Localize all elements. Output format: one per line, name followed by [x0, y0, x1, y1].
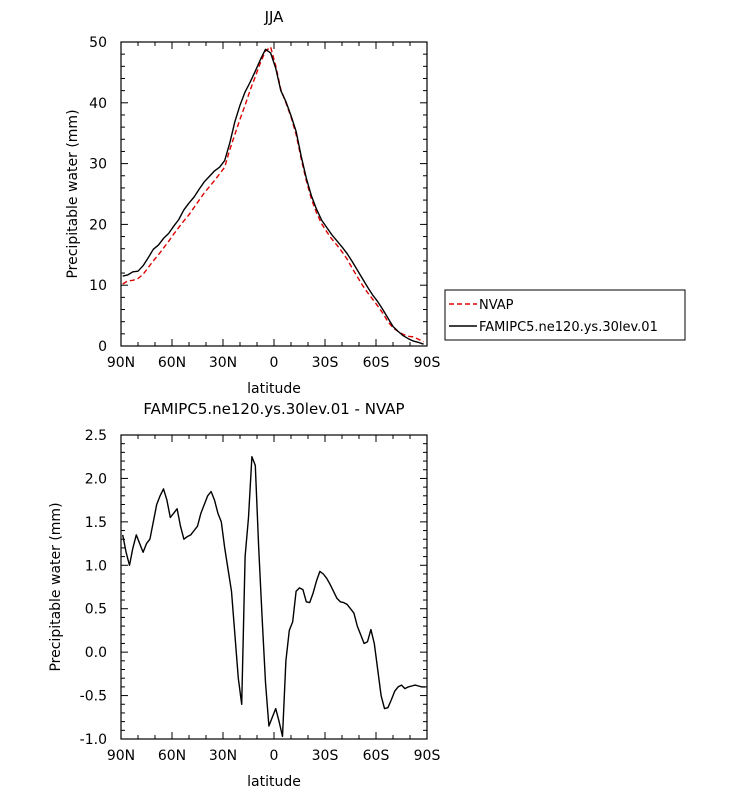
jja-x-axis-label: latitude — [247, 381, 301, 397]
difference-plot-frame — [120, 434, 428, 740]
x-tick-label: 30N — [209, 748, 237, 764]
y-tick-label: 1.5 — [85, 515, 107, 531]
jja-plot-frame — [120, 41, 428, 347]
series-line-0-0 — [122, 46, 424, 343]
series-line-1-0 — [122, 456, 426, 738]
x-tick-label: 60N — [158, 748, 186, 764]
y-tick-label: 20 — [89, 217, 107, 233]
jja-axis-ticks: 90N 60N 30N 0 30S 60S 90S 0 10 20 30 40 50 — [89, 35, 440, 371]
y-tick-label: 0 — [98, 339, 107, 355]
x-tick-label: 60N — [158, 355, 186, 371]
legend-label-model: FAMIPC5.ne120.ys.30lev.01 — [479, 320, 658, 335]
x-tick-label: 90N — [107, 355, 135, 371]
legend: NVAP FAMIPC5.ne120.ys.30lev.01 — [444, 289, 686, 341]
x-tick-label: 60S — [363, 748, 390, 764]
x-tick-label: 30S — [312, 748, 339, 764]
y-tick-label: 0.0 — [85, 645, 107, 661]
x-tick-label: 30S — [312, 355, 339, 371]
x-tick-label: 90S — [414, 355, 441, 371]
legend-label-nvap: NVAP — [479, 298, 514, 313]
difference-series-lines — [122, 456, 426, 738]
difference-y-axis-label: Precipitable water (mm) — [48, 502, 64, 671]
y-tick-label: 40 — [89, 96, 107, 112]
jja-series-lines — [122, 46, 424, 345]
y-tick-label: 10 — [89, 278, 107, 294]
difference-axis-ticks: 90N 60N 30N 0 30S 60S 90S -1.0 -0.5 0.0 0.5 1.0 1.5 2… — [80, 428, 441, 764]
x-tick-label: 90N — [107, 748, 135, 764]
x-tick-label: 0 — [270, 748, 279, 764]
y-tick-label: 1.0 — [85, 558, 107, 574]
x-tick-label: 0 — [270, 355, 279, 371]
x-tick-label: 30N — [209, 355, 237, 371]
y-tick-label: -0.5 — [80, 689, 107, 705]
difference-x-axis-label: latitude — [247, 774, 301, 790]
y-tick-label: 2.0 — [85, 471, 107, 487]
x-tick-label: 60S — [363, 355, 390, 371]
x-tick-label: 90S — [414, 748, 441, 764]
jja-panel: JJA Precipitable water (mm) latitude 90N… — [65, 8, 440, 397]
y-tick-label: 30 — [89, 157, 107, 173]
y-tick-label: -1.0 — [80, 732, 107, 748]
difference-chart-title: FAMIPC5.ne120.ys.30lev.01 - NVAP — [143, 400, 404, 418]
legend-box — [444, 289, 686, 341]
series-line-0-1 — [122, 48, 424, 345]
y-tick-label: 50 — [89, 35, 107, 51]
difference-panel: FAMIPC5.ne120.ys.30lev.01 - NVAP Precipi… — [48, 400, 440, 790]
jja-chart-title: JJA — [264, 8, 285, 26]
jja-y-axis-label: Precipitable water (mm) — [65, 109, 81, 278]
y-tick-label: 0.5 — [85, 602, 107, 618]
y-tick-label: 2.5 — [85, 428, 107, 444]
